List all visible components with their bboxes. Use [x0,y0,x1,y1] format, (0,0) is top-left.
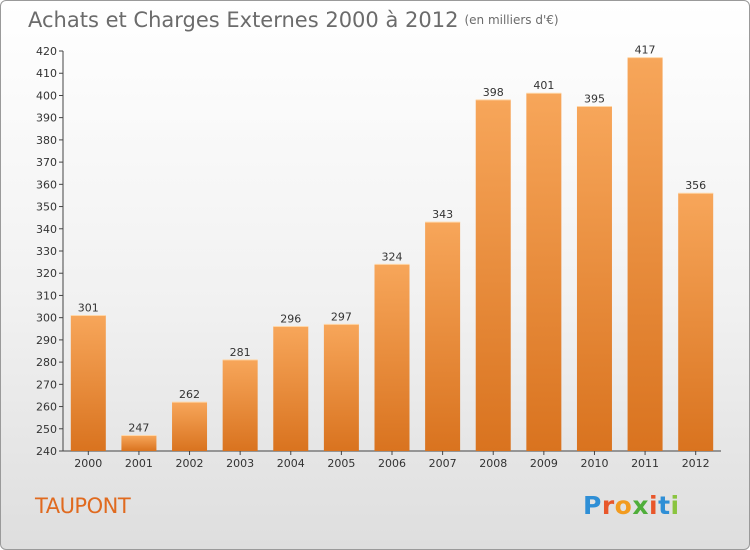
logo-letter: o [614,491,633,520]
x-tick-label-2001: 2001 [125,457,153,470]
x-tick-label-2011: 2011 [631,457,659,470]
logo-letter: r [601,491,615,520]
logo-letter: i [649,491,659,520]
data-label-2002: 262 [179,388,200,401]
bar-2006 [374,264,410,451]
y-tick-label: 260 [36,401,57,414]
bar-2003 [222,359,258,451]
x-tick-label-2003: 2003 [226,457,254,470]
y-axis: 240 250 260 270 280 290 300 310 320 330 340 350 360 3… [36,45,64,458]
logo-letter: i [670,491,680,520]
bar-2005 [323,324,359,451]
y-tick-label: 330 [36,245,57,258]
data-label-2008: 398 [483,86,504,99]
logo-letter: t [658,491,671,520]
y-tick-label: 410 [36,67,57,80]
data-label-2006: 324 [382,250,403,263]
data-label-2004: 296 [280,313,301,326]
data-label-2012: 356 [685,179,706,192]
x-tick-label-2006: 2006 [378,457,406,470]
bar-2007 [425,222,461,451]
logo-letter: P [583,491,602,520]
data-label-2005: 297 [331,310,352,323]
data-label-2003: 281 [230,346,251,359]
data-label-2001: 247 [128,421,149,434]
y-tick-label: 320 [36,267,57,280]
bar-2012 [678,193,714,451]
y-tick-label: 290 [36,334,57,347]
y-tick-label: 360 [36,178,57,191]
logo-letter: x [632,491,649,520]
bar-2009 [526,93,562,451]
bar-2011 [627,57,663,452]
x-tick-label-2005: 2005 [327,457,355,470]
chart-title: Achats et Charges Externes 2000 à 2012 (e… [28,8,559,32]
x-tick-label-2007: 2007 [429,457,457,470]
y-tick-label: 400 [36,89,57,102]
bar-series: 301 247 262 281 296 297 324 343 398 401 395 417 356 [70,44,714,452]
y-tick-label: 250 [36,423,57,436]
y-tick-label: 340 [36,223,57,236]
y-tick-label: 370 [36,156,57,169]
y-tick-label: 350 [36,201,57,214]
x-tick-label-2010: 2010 [580,457,608,470]
chart-unit-note: (en milliers d'€) [464,13,559,27]
x-tick-label-2009: 2009 [530,457,558,470]
data-label-2011: 417 [635,44,656,57]
bar-2010 [576,106,612,452]
data-label-2007: 343 [432,208,453,221]
bar-2004 [273,326,309,451]
x-tick-label-2000: 2000 [74,457,102,470]
commune-name: TAUPONT [35,494,131,518]
y-tick-label: 280 [36,356,57,369]
x-tick-label-2008: 2008 [479,457,507,470]
bar-2000 [70,315,106,451]
y-tick-label: 240 [36,445,57,458]
data-label-2000: 301 [78,301,99,314]
x-tick-label-2002: 2002 [176,457,204,470]
y-tick-label: 380 [36,134,57,147]
y-tick-label: 420 [36,45,57,58]
bar-2001 [121,435,157,451]
bar-2008 [475,99,511,451]
y-tick-label: 300 [36,312,57,325]
bar-2002 [172,402,208,451]
proxiti-logo: Proxiti [583,491,680,520]
x-axis: 2000 2001 2002 2003 2004 2005 2006 2007 2008 2009… [63,450,721,470]
chart-title-text: Achats et Charges Externes 2000 à 2012 [28,8,459,32]
y-tick-label: 310 [36,289,57,302]
data-label-2009: 401 [533,79,554,92]
y-tick-label: 270 [36,378,57,391]
y-tick-label: 390 [36,112,57,125]
x-tick-label-2004: 2004 [277,457,305,470]
data-label-2010: 395 [584,93,605,106]
x-tick-label-2012: 2012 [682,457,710,470]
